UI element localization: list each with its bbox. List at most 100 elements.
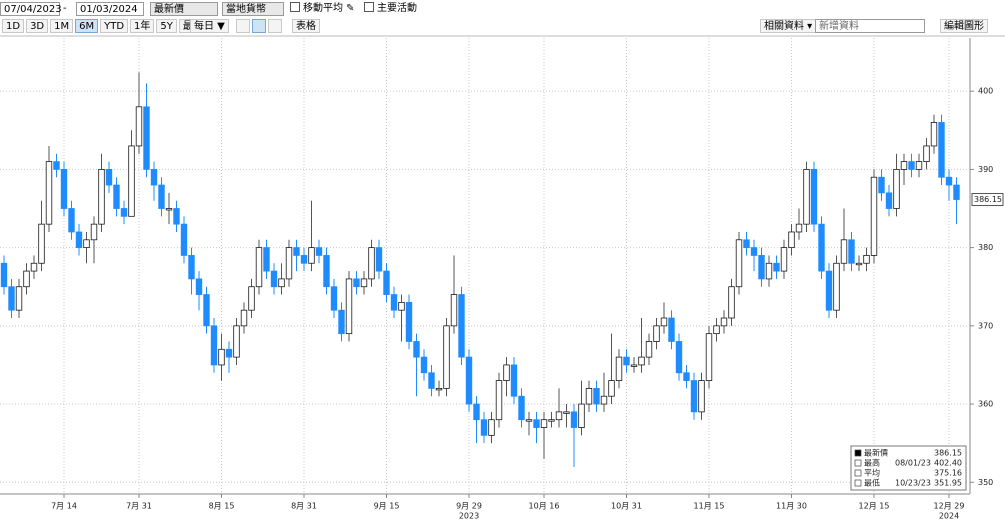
checkbox[interactable]	[290, 2, 300, 12]
candle-body	[795, 223, 803, 233]
candle-body	[308, 247, 315, 264]
range-button[interactable]: 6M	[75, 19, 99, 33]
candle-body	[315, 247, 323, 256]
candle-body	[143, 106, 150, 170]
candle-body	[263, 247, 270, 272]
candle-body	[870, 176, 878, 256]
candle-body	[458, 294, 465, 358]
add-data[interactable]: 新增資料	[815, 19, 925, 33]
candle-body	[773, 262, 780, 272]
candle-body	[593, 388, 600, 405]
x-tick-label: 11月 15	[694, 502, 725, 511]
candle-body	[473, 403, 480, 421]
range-button[interactable]: 1年	[130, 19, 155, 33]
candle-body	[195, 278, 203, 295]
range-button[interactable]: 1D	[2, 19, 25, 33]
range-button[interactable]: 3D	[26, 19, 49, 33]
stats-icon	[854, 469, 862, 477]
range-button[interactable]: 5Y	[156, 19, 177, 33]
tool-button[interactable]	[268, 19, 282, 33]
candle-body	[128, 145, 135, 217]
candle-body	[788, 231, 795, 249]
candle-body	[570, 411, 578, 428]
stats-label: 最新價	[864, 448, 888, 458]
candle-body	[525, 419, 533, 422]
candle-body	[75, 231, 83, 249]
last-price-badge	[971, 193, 1004, 207]
stats-label: 平均	[864, 468, 880, 478]
tool-button[interactable]	[236, 19, 250, 33]
currency[interactable]: 當地貨幣	[222, 2, 284, 16]
candle-body	[248, 286, 255, 311]
candle-body	[135, 106, 143, 147]
candle-body	[540, 419, 548, 428]
stats-value: 351.95	[934, 479, 962, 488]
x-tick-label: 7月 31	[126, 502, 152, 511]
tool-button[interactable]	[252, 19, 266, 33]
candle-body	[120, 208, 128, 217]
candle-body	[83, 239, 90, 249]
candle-body	[833, 262, 840, 311]
candle-body	[338, 309, 345, 335]
candle-body	[495, 380, 503, 421]
stats-label: 最高	[864, 458, 880, 468]
stats-value: 386.15	[934, 449, 962, 458]
candle-body	[285, 247, 293, 280]
candle-body	[383, 270, 390, 295]
edit-chart[interactable]: 編輯圖形	[940, 19, 988, 33]
candle-body	[255, 247, 263, 288]
candle-body	[713, 325, 720, 335]
frequency[interactable]: 每日 ▼	[190, 19, 229, 33]
candle-body	[15, 286, 23, 311]
candle-body	[743, 239, 750, 249]
candle-body	[563, 411, 570, 414]
price-field[interactable]: 最新價	[150, 2, 218, 16]
last-price-label: 386.15	[974, 195, 1002, 204]
candle-body	[210, 325, 218, 366]
candle-body	[923, 145, 930, 162]
stats-label: 最低	[864, 478, 880, 488]
candle-body	[840, 239, 848, 264]
candle-body	[683, 372, 690, 381]
year-label: 2024	[939, 512, 959, 521]
key-events-toggle[interactable]: 主要活動	[364, 2, 417, 16]
stats-icon	[854, 479, 862, 487]
related-data[interactable]: 相關資料 ▾	[760, 19, 817, 33]
candle-body	[8, 286, 15, 311]
range-button[interactable]: 1M	[50, 19, 74, 33]
candle-body	[855, 262, 863, 266]
x-tick-label: 9月 15	[374, 502, 400, 511]
candle-body	[488, 419, 495, 436]
candle-body	[23, 270, 30, 288]
candle-body	[930, 122, 938, 147]
candle-body	[690, 380, 698, 413]
candle-body	[818, 223, 825, 272]
y-tick-label: 380	[978, 243, 993, 252]
moving-average-label: 移動平均	[303, 3, 343, 14]
table-button[interactable]: 表格	[292, 19, 320, 33]
candle-body	[105, 169, 113, 186]
candle-body	[758, 255, 765, 280]
candle-body	[330, 286, 338, 311]
candle-body	[353, 278, 360, 288]
candle-body	[180, 223, 188, 256]
candle-body	[825, 270, 833, 311]
range-button[interactable]: YTD	[100, 19, 129, 33]
x-tick-label: 8月 31	[291, 502, 317, 511]
stats-date: 08/01/23	[895, 459, 931, 468]
candle-body	[360, 278, 368, 288]
candle-body	[915, 161, 923, 170]
candle-body	[810, 169, 818, 225]
end-date[interactable]: 01/03/2024	[76, 2, 144, 16]
start-date[interactable]: 07/04/2023	[0, 2, 62, 16]
candle-body	[675, 341, 683, 374]
y-tick-label: 400	[978, 87, 993, 96]
moving-average-toggle[interactable]: 移動平均 ✎	[290, 2, 355, 16]
candle-body	[953, 184, 960, 200]
candle-body	[225, 348, 233, 358]
checkbox[interactable]	[364, 2, 374, 12]
candle-body	[150, 169, 158, 186]
candle-body	[653, 325, 660, 342]
